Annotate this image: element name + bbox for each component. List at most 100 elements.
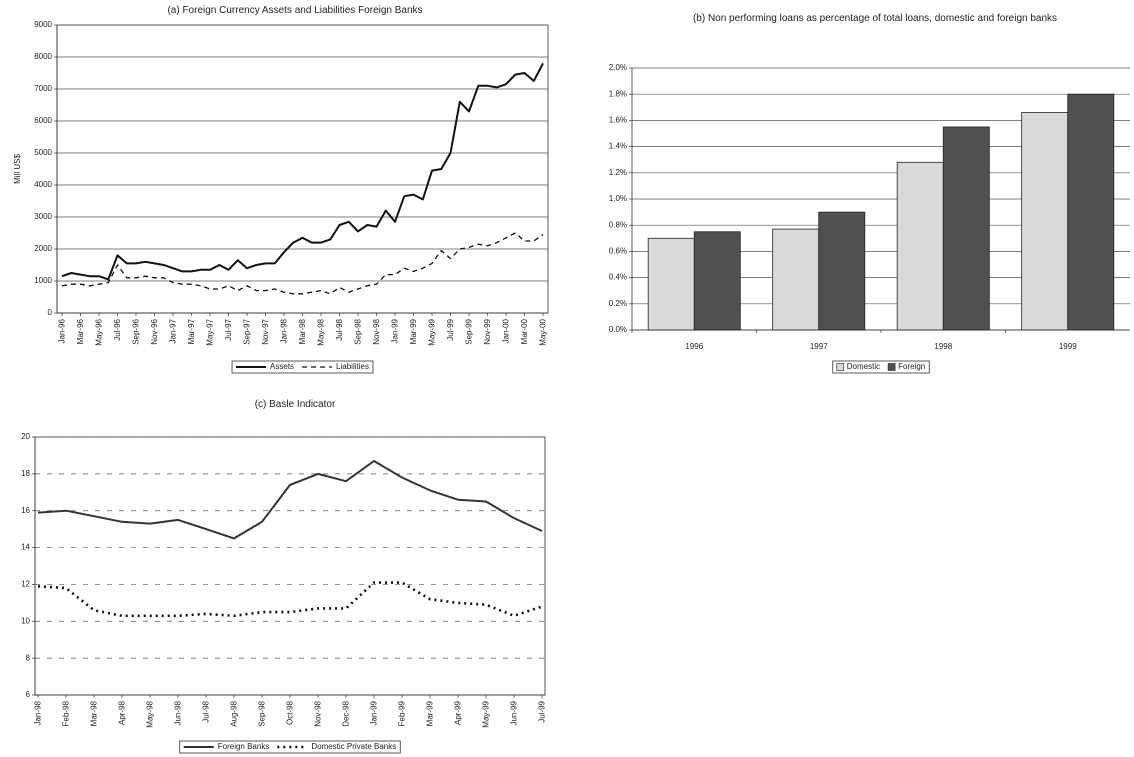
chart-title: (c) Basle Indicator [254,399,336,410]
x-tick-label: Jul-99 [538,700,547,722]
y-tick-label: 8000 [34,52,52,61]
y-tick-label: 4000 [34,180,52,189]
bar [1067,93,1115,331]
x-tick-label: Mar-98 [298,318,307,344]
legend: Domestic Foreign [832,360,930,374]
x-tick-label: Nov-98 [372,318,381,344]
x-tick-label: Sep-99 [465,318,474,344]
y-tick-label: 16 [21,506,30,515]
x-tick-label: Nov-96 [150,318,159,344]
y-tick-label: 10 [21,616,30,625]
y-tick-label: 6000 [34,116,52,125]
legend-label: Domestic Private Banks [311,742,396,751]
x-tick-label: Jan-97 [169,318,178,343]
x-tick-label: Mar-97 [187,318,196,344]
y-tick-label: 0.2% [609,299,627,308]
x-tick-label: Sep-97 [243,318,252,344]
y-axis-label: Mill US$ [13,154,22,184]
chart-title: (b) Non performing loans as percentage o… [692,13,1058,24]
y-tick-label: 14 [21,543,30,552]
y-tick-label: 0.8% [609,220,627,229]
y-tick-label: 0 [48,308,53,317]
y-tick-label: 3000 [34,212,52,221]
bar [942,126,990,331]
x-tick-label: Feb-98 [62,700,71,726]
y-tick-label: 0.0% [609,325,627,334]
bar [896,161,944,331]
bar [693,231,741,331]
y-tick-label: 12 [21,580,30,589]
x-tick-label: Mar-99 [426,700,435,726]
x-tick-label: May-98 [317,318,326,345]
y-tick-label: 1000 [34,276,52,285]
x-tick-label: 1996 [685,342,703,351]
x-tick-label: Jun-98 [174,700,183,725]
x-tick-label: Jan-98 [34,700,43,725]
x-tick-label: Jan-98 [280,318,289,343]
legend: Foreign Banks Domestic Private Banks [179,740,401,754]
data-line [61,62,544,281]
x-tick-label: Oct-98 [286,700,295,725]
x-tick-label: Sep-96 [132,318,141,344]
y-tick-label: 1.6% [609,116,627,125]
y-tick-label: 0.6% [609,247,627,256]
plot-frame [34,436,546,696]
x-tick-label: May-99 [428,318,437,345]
y-tick-label: 6 [26,690,31,699]
bar [818,211,866,331]
x-tick-label: Sep-98 [354,318,363,344]
y-tick-label: 1.8% [609,89,627,98]
x-tick-label: Nov-99 [483,318,492,344]
x-tick-label: Nov-97 [261,318,270,344]
data-line [37,581,543,618]
legend-label: Foreign [898,362,925,371]
y-tick-label: 1.2% [609,168,627,177]
x-tick-label: Feb-99 [398,700,407,726]
y-tick-label: 2000 [34,244,52,253]
y-tick-label: 2.0% [609,63,627,72]
legend-label: Liabilities [336,362,369,371]
x-tick-label: Jun-99 [510,700,519,725]
y-tick-label: 18 [21,469,30,478]
legend-label: Domestic [847,362,880,371]
x-tick-label: Sep-98 [258,700,267,726]
x-tick-label: May-00 [539,318,548,345]
x-tick-label: Jan-00 [502,318,511,343]
x-tick-label: Jul-98 [335,318,344,340]
bar [772,228,820,331]
x-tick-label: Jan-96 [58,318,67,343]
x-tick-label: May-98 [146,700,155,727]
x-tick-label: Aug-98 [230,700,239,726]
x-tick-label: Jul-99 [446,318,455,340]
x-tick-label: Mar-00 [520,318,529,344]
data-line [61,232,544,295]
legend-label: Assets [270,362,294,371]
y-tick-label: 1.0% [609,194,627,203]
y-tick-label: 0.4% [609,273,627,282]
legend: Assets Liabilities [231,360,374,374]
x-tick-label: Dec-98 [342,700,351,726]
x-tick-label: Nov-98 [314,700,323,726]
chart-title: (a) Foreign Currency Assets and Liabilit… [167,5,423,16]
data-line [37,460,543,540]
y-tick-label: 8 [26,653,31,662]
y-tick-label: 5000 [34,148,52,157]
x-tick-label: Jul-98 [202,700,211,722]
x-tick-label: Jul-97 [224,318,233,340]
bar [1021,112,1069,331]
x-tick-label: 1997 [810,342,828,351]
x-tick-label: May-96 [95,318,104,345]
y-tick-label: 9000 [34,20,52,29]
bar [647,237,695,331]
x-tick-label: Jan-99 [391,318,400,343]
legend-box [832,360,930,374]
x-tick-label: May-99 [482,700,491,727]
x-tick-label: 1999 [1059,342,1077,351]
legend-swatch [887,363,896,371]
y-tick-label: 1.4% [609,142,627,151]
y-tick-label: 20 [21,432,30,441]
legend-swatch [836,363,845,371]
x-tick-label: Apr-98 [118,700,127,725]
